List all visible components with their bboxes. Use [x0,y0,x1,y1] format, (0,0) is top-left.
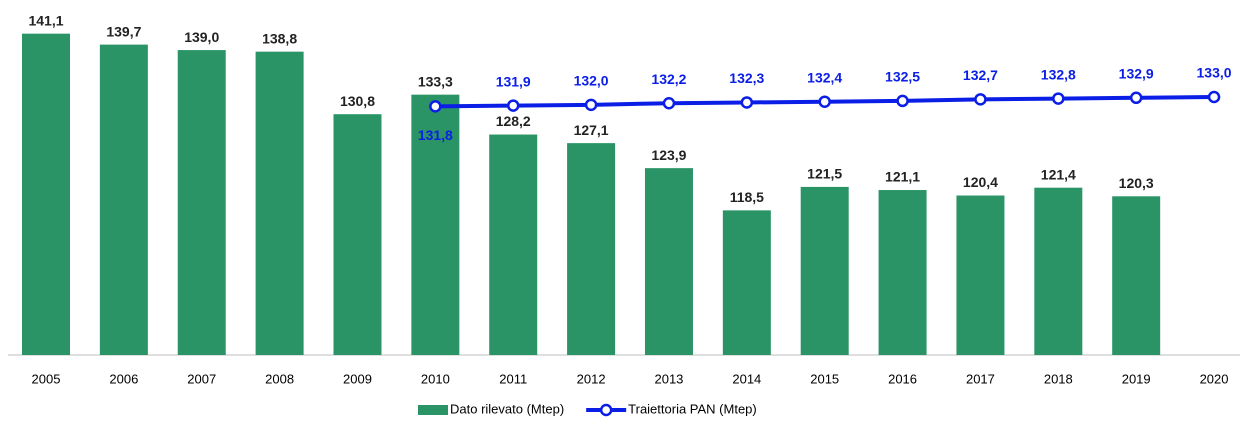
value-label: 132,7 [963,67,998,83]
value-label: 120,4 [963,174,998,190]
bar [255,51,304,356]
x-tick-label: 2013 [654,371,683,386]
value-label: 121,4 [1041,166,1076,182]
bar [722,210,771,355]
bar [333,114,382,355]
value-label: 139,7 [106,23,141,39]
bar [177,50,226,355]
value-label: 133,0 [1197,65,1232,81]
bar [567,143,616,355]
bar [800,186,849,355]
bar [489,134,538,355]
value-label: 132,3 [729,70,764,86]
value-label: 118,5 [730,189,764,205]
x-tick-label: 2010 [421,371,450,386]
marker [584,98,598,112]
value-label: 141,1 [28,12,63,28]
x-tick-label: 2014 [732,371,761,386]
bar [99,44,148,355]
x-tick-label: 2007 [187,371,216,386]
value-label: 120,3 [1119,175,1154,191]
bar [644,168,693,355]
value-label: 132,2 [651,71,686,87]
value-label: 131,8 [418,127,453,143]
x-tick-label: 2011 [499,371,527,386]
bar [1034,187,1083,355]
value-label: 121,1 [885,169,920,185]
marker [1052,92,1065,105]
value-label: 132,8 [1041,66,1076,82]
value-label: 132,0 [574,73,609,89]
marker [1207,90,1221,104]
x-tick-label: 2005 [32,371,61,386]
bar [1112,196,1161,355]
legend-swatch [599,403,613,417]
bar [956,195,1005,355]
x-tick-label: 2020 [1200,371,1229,386]
x-tick-label: 2019 [1122,371,1151,386]
value-label: 138,8 [262,30,297,46]
x-tick-label: 2017 [966,371,995,386]
marker [662,97,676,110]
value-label: 128,2 [496,113,531,129]
value-label: 139,0 [184,29,219,45]
marker [1129,91,1143,105]
value-label: 130,8 [340,93,375,109]
legend-swatch [418,405,448,415]
x-tick-label: 2009 [343,371,372,386]
value-label: 131,9 [496,73,531,89]
marker [818,95,831,108]
x-tick-label: 2015 [810,371,839,386]
marker [974,93,987,106]
value-label: 132,9 [1119,65,1154,81]
value-label: 121,5 [807,166,842,182]
x-tick-label: 2006 [109,371,138,386]
value-label: 123,9 [651,147,686,163]
x-tick-label: 2012 [577,371,606,386]
legend-label: Traiettoria PAN (Mtep) [628,401,757,416]
marker [429,100,442,113]
legend-label: Dato rilevato (Mtep) [450,401,564,416]
bar [878,190,927,355]
bar [22,33,70,355]
value-label: 133,3 [418,73,453,89]
x-tick-label: 2016 [888,371,917,386]
marker [506,99,520,112]
value-label: 127,1 [574,122,609,138]
marker [896,94,909,108]
marker [740,96,754,109]
x-tick-label: 2008 [265,371,294,386]
value-label: 132,4 [807,69,842,85]
x-tick-label: 2018 [1044,371,1073,386]
value-label: 132,5 [885,69,920,85]
bar [411,94,460,356]
